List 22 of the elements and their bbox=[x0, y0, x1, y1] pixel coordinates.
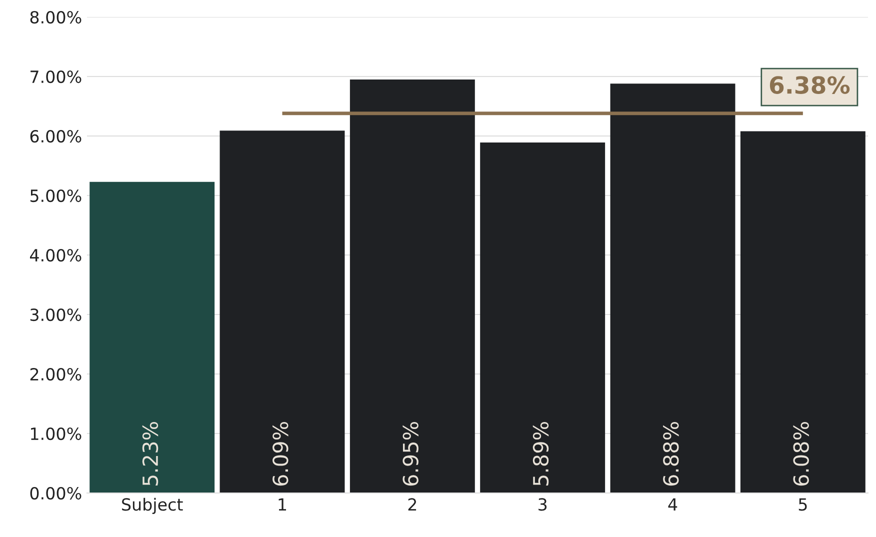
y-tick-label: 3.00% bbox=[30, 308, 82, 322]
data-label: 5.23% bbox=[142, 422, 158, 486]
y-tick-label: 4.00% bbox=[30, 248, 82, 262]
y-tick-label: 7.00% bbox=[30, 70, 82, 84]
y-tick-label: 2.00% bbox=[30, 368, 82, 381]
y-tick-label: 1.00% bbox=[31, 427, 82, 440]
ref-line-label: 6.38% bbox=[770, 76, 850, 94]
x-tick-label: 2 bbox=[408, 498, 416, 511]
x-tick-label: 5 bbox=[798, 498, 807, 511]
data-label: 6.88% bbox=[663, 422, 679, 486]
x-tick-label: 3 bbox=[538, 498, 547, 511]
x-tick-label: 4 bbox=[668, 498, 678, 511]
y-tick-label: 6.00% bbox=[30, 130, 82, 143]
y-tick-label: 0.00% bbox=[30, 486, 82, 500]
x-tick-label: 1 bbox=[278, 498, 286, 511]
data-label: 6.95% bbox=[402, 422, 418, 486]
data-label: 6.08% bbox=[793, 422, 809, 486]
data-label: 5.89% bbox=[532, 422, 549, 486]
data-label: 6.09% bbox=[272, 422, 288, 486]
y-tick-label: 5.00% bbox=[30, 189, 82, 202]
y-tick-label: 8.00% bbox=[30, 10, 82, 24]
x-tick-label: Subject bbox=[122, 498, 183, 514]
